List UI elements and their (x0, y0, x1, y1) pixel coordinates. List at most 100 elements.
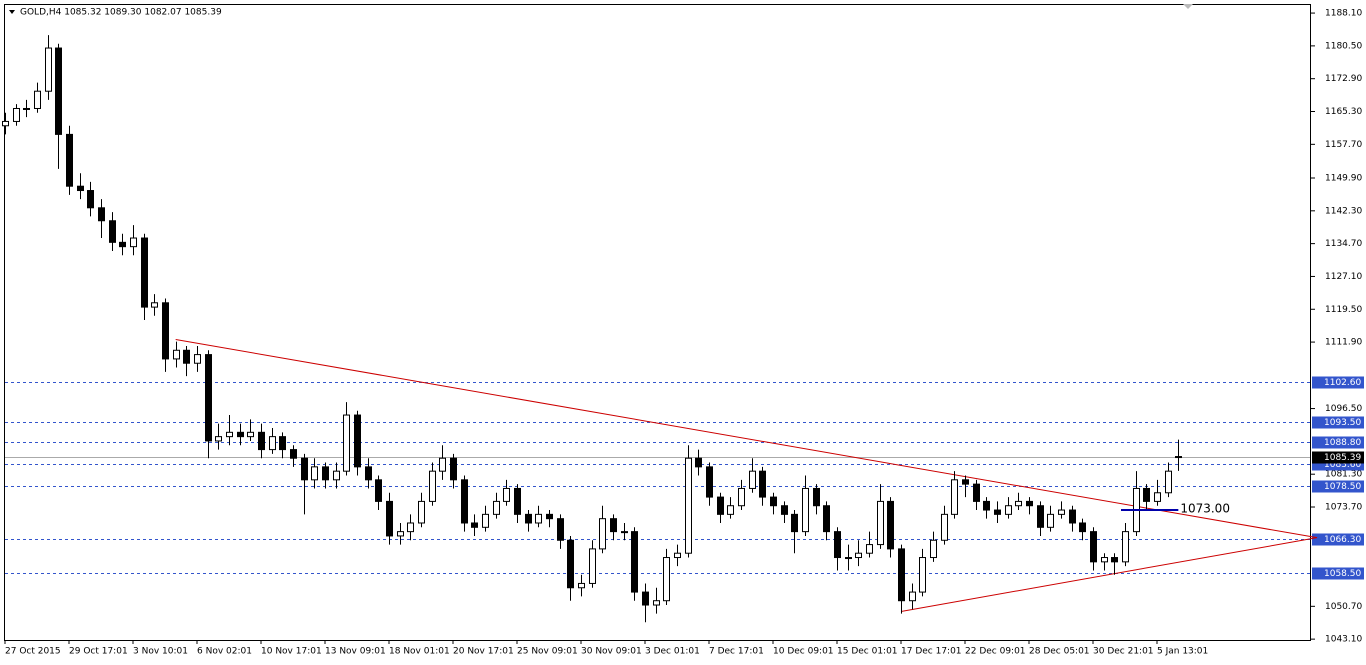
candle-body (514, 487, 521, 515)
candle-body (887, 500, 894, 550)
x-tick-label: 17 Dec 17:01 (901, 647, 962, 657)
candle-body (493, 500, 500, 515)
y-tick-label: 1142.30 (1325, 206, 1362, 216)
candle-body (215, 436, 222, 442)
candle-body (738, 487, 745, 507)
candle-body (781, 505, 788, 515)
candle-body (1079, 522, 1086, 533)
x-tick-label: 30 Dec 21:01 (1093, 647, 1154, 657)
x-tick-label: 10 Nov 17:01 (261, 647, 322, 657)
candle-body (525, 513, 532, 524)
candle-body (1122, 531, 1129, 563)
y-tick-label: 1157.70 (1325, 140, 1362, 150)
candle-body (55, 47, 62, 135)
x-tick-label: 22 Dec 09:01 (965, 647, 1026, 657)
candle-body (877, 500, 884, 546)
candle-body (397, 531, 404, 537)
candle-body (1154, 492, 1161, 502)
x-tick-label: 5 Jan 13:01 (1157, 647, 1208, 657)
candle-body (546, 513, 553, 520)
candle-body (258, 431, 265, 451)
candle-body (717, 496, 724, 515)
candle-body (685, 457, 692, 554)
candle-body (407, 522, 414, 533)
candle-body (855, 552, 862, 559)
y-tick-label: 1119.50 (1325, 305, 1362, 315)
candle-body (130, 237, 137, 248)
candle-body (962, 479, 969, 485)
candle-body (439, 457, 446, 472)
candle-body (1143, 487, 1150, 502)
x-tick-label: 13 Nov 09:01 (325, 647, 386, 657)
candle-body (237, 431, 244, 438)
candle-body (1069, 509, 1076, 524)
candle-body (813, 487, 820, 507)
level-label: 1083.60 (1324, 460, 1361, 470)
candle-body (1058, 509, 1065, 515)
candle-body (1111, 557, 1118, 563)
candle-body (599, 518, 606, 550)
trendline (175, 338, 1318, 539)
x-tick-label: 3 Dec 01:01 (645, 647, 700, 657)
candle-body (109, 220, 116, 243)
candle-body (674, 552, 681, 559)
candle-body (183, 349, 190, 364)
y-tick-label: 1188.10 (1325, 9, 1362, 19)
candle-body (1101, 557, 1108, 563)
y-tick-label: 1165.30 (1325, 107, 1362, 117)
current-price-box (1312, 451, 1364, 464)
level-label-box (1312, 480, 1364, 493)
level-label-box (1312, 533, 1364, 546)
menu-arrow[interactable] (9, 10, 15, 14)
candle-body (151, 302, 158, 308)
candle-body (482, 513, 489, 528)
candle-body (898, 548, 905, 602)
candle-body (919, 557, 926, 593)
candle-body (1047, 513, 1054, 528)
candle-body (23, 107, 30, 110)
candle-body (333, 470, 340, 481)
y-tick-label: 1180.50 (1325, 41, 1362, 51)
candle-body (173, 349, 180, 360)
x-tick-label: 25 Nov 09:01 (517, 647, 578, 657)
candle-body (205, 354, 212, 442)
candle-body (269, 436, 276, 451)
candle-body (823, 505, 830, 533)
candle-body (471, 522, 478, 528)
y-tick-label: 1172.90 (1325, 74, 1362, 84)
candle-body (663, 557, 670, 602)
candle-body (695, 457, 702, 468)
candle-body (909, 591, 916, 602)
candle-body (418, 500, 425, 524)
y-tick-label: 1073.70 (1325, 503, 1362, 513)
candle-body (98, 207, 105, 222)
candle-body (301, 457, 308, 481)
trendline (900, 537, 1318, 612)
level-label: 1078.50 (1324, 482, 1361, 492)
x-tick-label: 15 Dec 01:01 (837, 647, 898, 657)
candle-body (226, 431, 233, 438)
level-label-box (1312, 376, 1364, 389)
x-tick-label: 10 Dec 09:01 (773, 647, 834, 657)
candle-body (706, 466, 713, 498)
candle-body (1165, 470, 1172, 494)
y-tick-label: 1111.90 (1325, 338, 1362, 348)
candle-body (930, 539, 937, 559)
candle-body (311, 466, 318, 481)
level-label-box (1312, 436, 1364, 449)
candle-body (770, 496, 777, 507)
plot-frame (4, 4, 1311, 641)
candle-body (66, 133, 73, 187)
candle-body (951, 479, 958, 515)
current-price-label: 1085.39 (1324, 453, 1361, 463)
candle-body (162, 302, 169, 360)
candle-body (290, 449, 297, 459)
x-tick-label: 20 Nov 17:01 (453, 647, 514, 657)
candle-body (983, 500, 990, 511)
candle-body (1090, 531, 1097, 563)
candle-body (1037, 505, 1044, 528)
candle-body (845, 557, 852, 560)
level-label: 1102.60 (1324, 378, 1361, 388)
x-tick-label: 29 Oct 17:01 (69, 647, 128, 657)
